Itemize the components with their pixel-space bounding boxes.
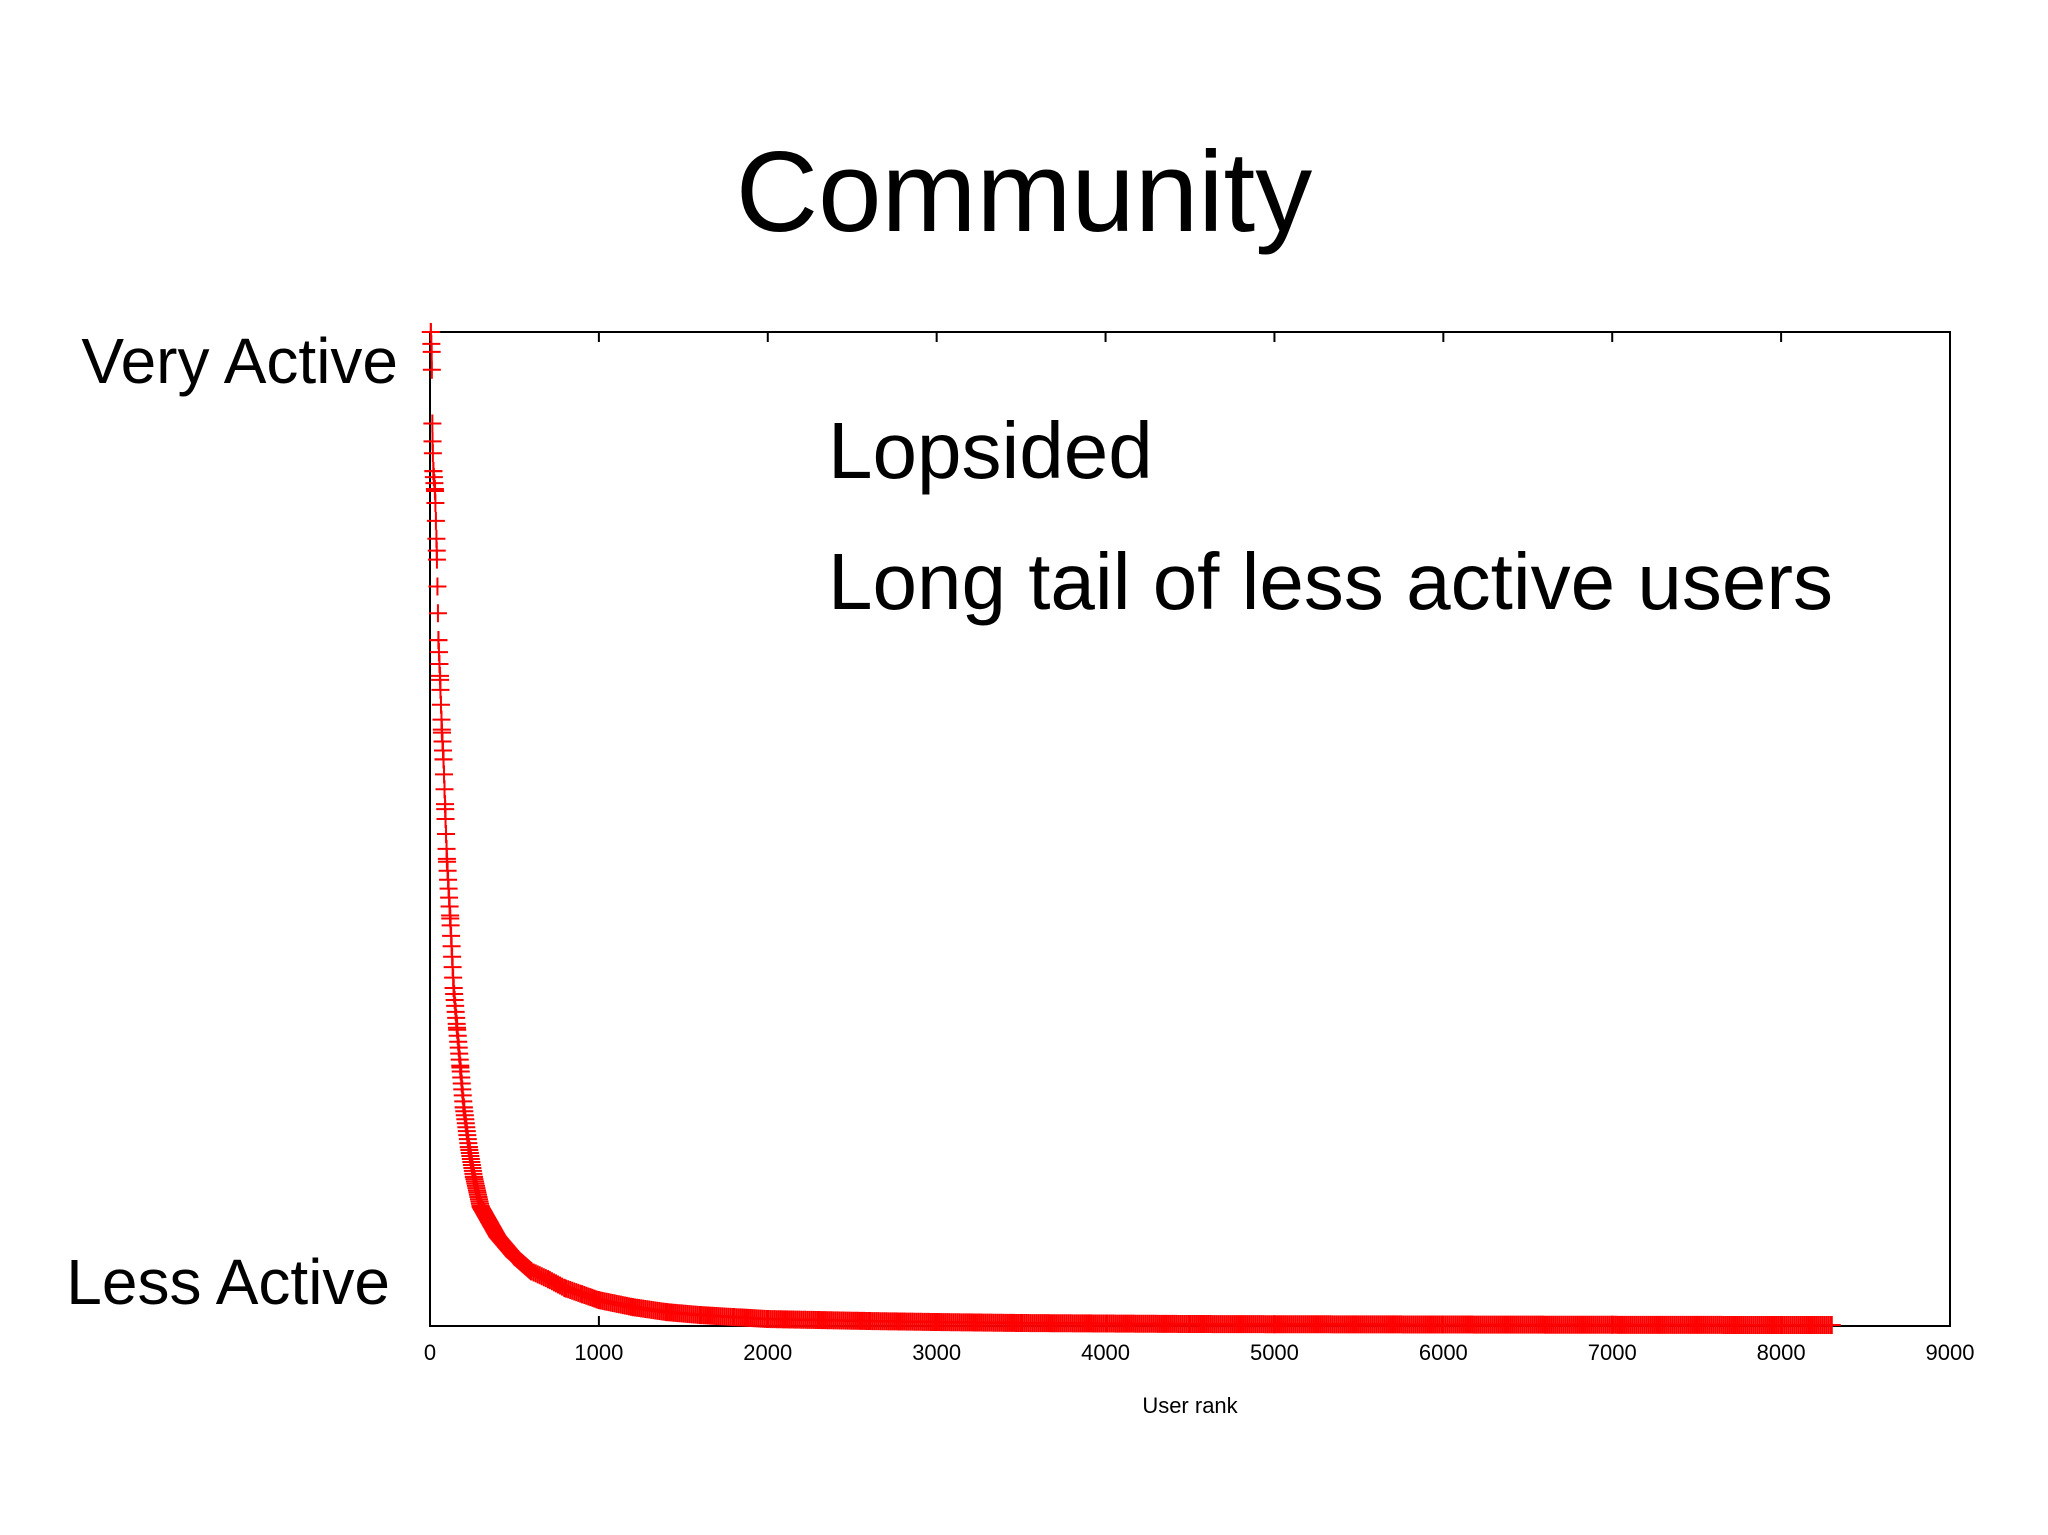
data-series <box>421 323 1841 1335</box>
annotation-lopsided: Lopsided <box>828 406 1153 495</box>
data-point <box>427 529 446 548</box>
x-tick-label: 8000 <box>1757 1340 1806 1365</box>
x-tick-label: 1000 <box>574 1340 623 1365</box>
x-tick-label: 3000 <box>912 1340 961 1365</box>
data-point <box>428 577 447 596</box>
x-tick-label: 4000 <box>1081 1340 1130 1365</box>
x-tick-label: 5000 <box>1250 1340 1299 1365</box>
slide-title: Community <box>735 129 1313 256</box>
x-axis-tick-labels: 0 1000 2000 3000 4000 5000 6000 7000 8000 9000 <box>424 1340 1975 1365</box>
data-point <box>1821 1316 1840 1335</box>
x-tick-label: 0 <box>424 1340 436 1365</box>
data-point <box>423 444 442 463</box>
data-point <box>428 604 447 623</box>
data-point <box>422 360 441 379</box>
x-tick-label: 7000 <box>1588 1340 1637 1365</box>
data-point <box>427 550 446 569</box>
x-tick-label: 9000 <box>1926 1340 1975 1365</box>
x-tick-label: 6000 <box>1419 1340 1468 1365</box>
data-point <box>422 334 441 353</box>
x-tick-label: 2000 <box>743 1340 792 1365</box>
data-point <box>426 493 445 512</box>
data-point <box>423 414 442 433</box>
data-point <box>426 511 445 530</box>
x-axis-label: User rank <box>1142 1393 1238 1418</box>
x-axis-ticks <box>429 332 1951 1326</box>
y-axis-top-label: Very Active <box>81 325 398 397</box>
plot-frame <box>429 331 1951 1327</box>
annotation-long-tail: Long tail of less active users <box>828 537 1833 626</box>
y-axis-bottom-label: Less Active <box>66 1246 390 1318</box>
